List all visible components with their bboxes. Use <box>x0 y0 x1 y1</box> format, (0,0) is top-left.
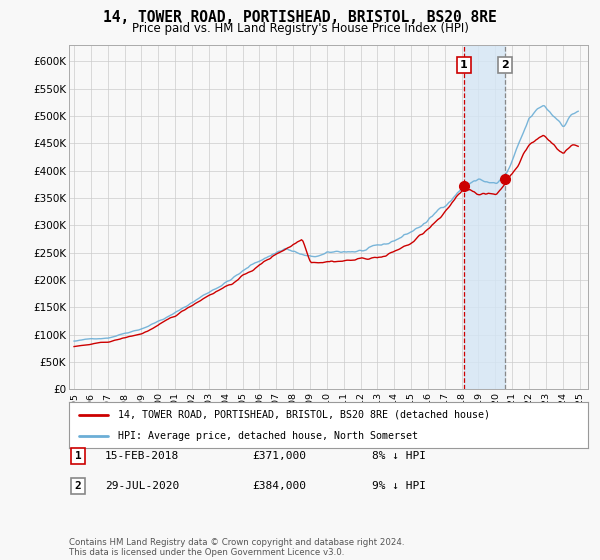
Text: 29-JUL-2020: 29-JUL-2020 <box>105 481 179 491</box>
Bar <box>464 45 505 389</box>
Text: £384,000: £384,000 <box>252 481 306 491</box>
Text: 1: 1 <box>74 451 82 461</box>
Text: 2: 2 <box>74 481 82 491</box>
Text: 9% ↓ HPI: 9% ↓ HPI <box>372 481 426 491</box>
Text: 14, TOWER ROAD, PORTISHEAD, BRISTOL, BS20 8RE: 14, TOWER ROAD, PORTISHEAD, BRISTOL, BS2… <box>103 10 497 25</box>
Text: Price paid vs. HM Land Registry's House Price Index (HPI): Price paid vs. HM Land Registry's House … <box>131 22 469 35</box>
Text: 8% ↓ HPI: 8% ↓ HPI <box>372 451 426 461</box>
Text: 2: 2 <box>501 60 509 71</box>
Text: 14, TOWER ROAD, PORTISHEAD, BRISTOL, BS20 8RE (detached house): 14, TOWER ROAD, PORTISHEAD, BRISTOL, BS2… <box>118 410 490 420</box>
Text: 15-FEB-2018: 15-FEB-2018 <box>105 451 179 461</box>
Text: Contains HM Land Registry data © Crown copyright and database right 2024.
This d: Contains HM Land Registry data © Crown c… <box>69 538 404 557</box>
Text: £371,000: £371,000 <box>252 451 306 461</box>
Text: 1: 1 <box>460 60 467 71</box>
Text: HPI: Average price, detached house, North Somerset: HPI: Average price, detached house, Nort… <box>118 431 418 441</box>
